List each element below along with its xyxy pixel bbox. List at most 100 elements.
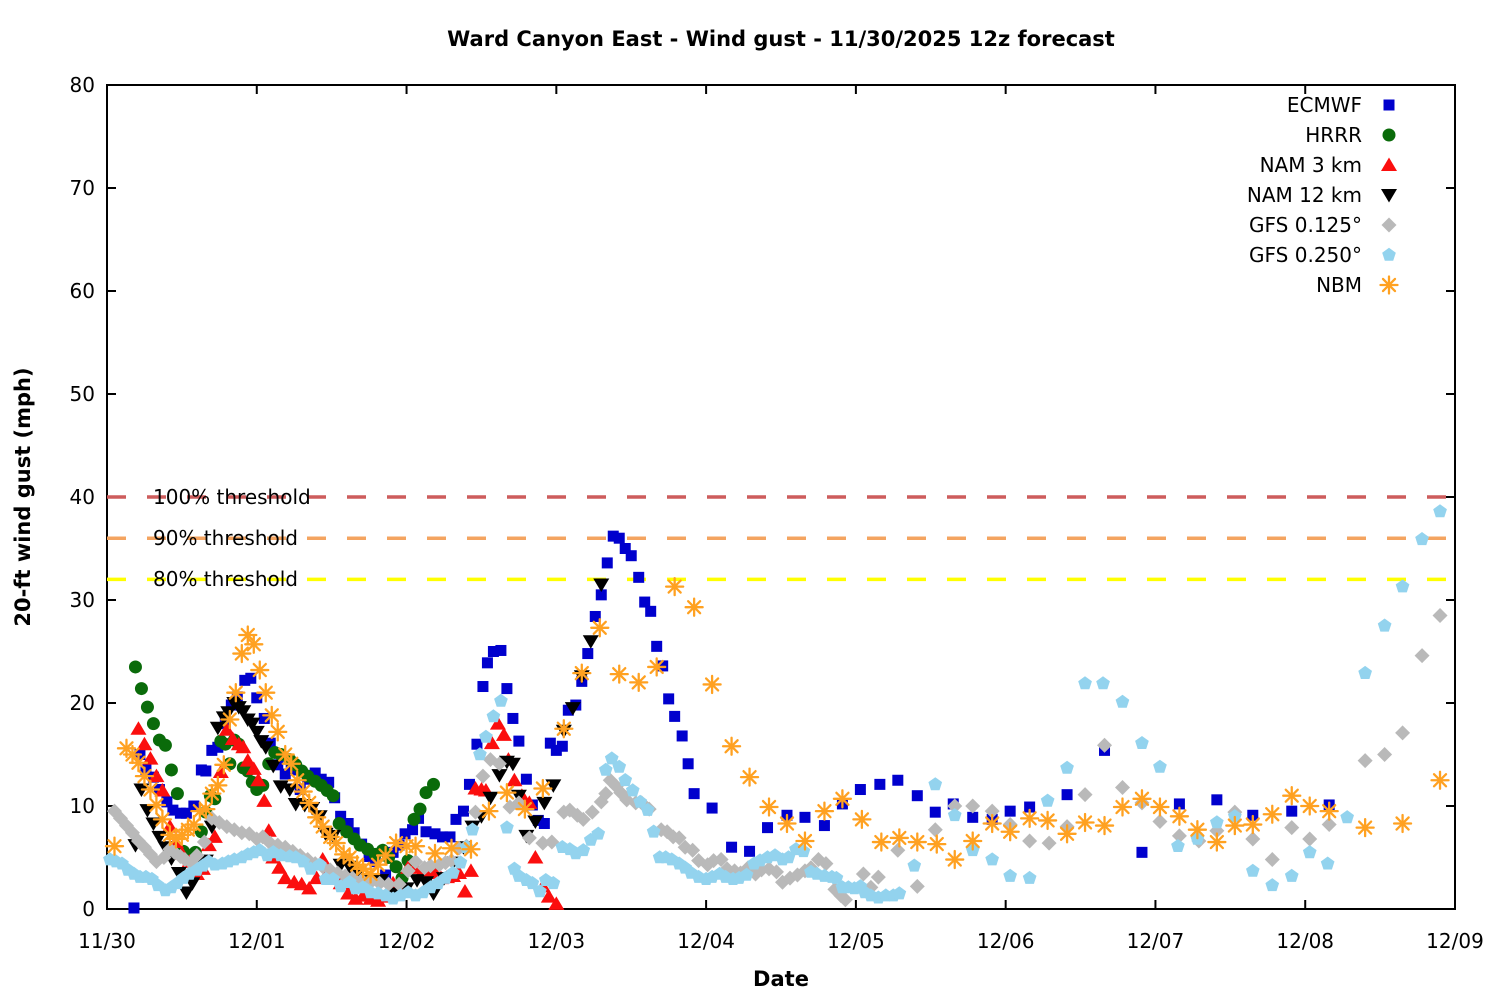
point xyxy=(152,809,173,830)
asterisk-spoke xyxy=(947,852,962,867)
asterisk-spoke xyxy=(649,659,664,675)
series-gfs-0-250- xyxy=(103,504,1447,905)
point xyxy=(494,693,508,707)
point xyxy=(154,783,171,797)
asterisk-spoke xyxy=(258,685,273,700)
asterisk-spoke xyxy=(704,677,720,692)
point xyxy=(1000,822,1020,842)
point xyxy=(613,532,625,544)
point xyxy=(479,801,499,821)
point xyxy=(818,856,834,872)
legend-label-nbm: NBM xyxy=(1316,273,1362,297)
point xyxy=(870,869,886,885)
point xyxy=(625,550,637,562)
asterisk-spoke xyxy=(1152,799,1168,815)
point xyxy=(471,738,483,750)
point xyxy=(507,712,519,724)
point xyxy=(136,736,153,751)
asterisk-spoke xyxy=(302,795,317,811)
y-tick-label: 30 xyxy=(70,588,95,612)
point xyxy=(293,781,313,802)
point xyxy=(400,863,416,879)
point xyxy=(1228,809,1242,823)
point xyxy=(769,864,785,880)
point xyxy=(1187,820,1208,840)
point xyxy=(257,741,274,755)
asterisk-spoke xyxy=(284,756,299,771)
x-tick-label: 12/03 xyxy=(528,929,586,953)
point xyxy=(535,835,551,851)
point xyxy=(1432,607,1448,623)
point xyxy=(301,880,318,895)
point xyxy=(985,852,999,866)
x-tick-label: 12/06 xyxy=(977,929,1035,953)
point xyxy=(104,836,125,856)
point xyxy=(148,768,165,783)
legend-label-ecmwf: ECMWF xyxy=(1287,93,1362,117)
point xyxy=(1037,810,1058,831)
point xyxy=(370,893,387,907)
point xyxy=(665,576,685,597)
point xyxy=(206,829,223,843)
asterisk-spoke xyxy=(761,799,777,815)
asterisk-spoke xyxy=(985,816,1000,831)
legend-label-nam3km: NAM 3 km xyxy=(1260,153,1362,177)
asterisk-spoke xyxy=(1190,822,1205,837)
asterisk-spoke xyxy=(328,835,344,851)
point xyxy=(491,756,507,772)
point xyxy=(463,778,475,790)
point xyxy=(564,702,581,716)
point xyxy=(1319,801,1339,821)
point xyxy=(465,822,480,836)
point xyxy=(489,716,506,730)
point xyxy=(275,744,295,765)
asterisk-spoke xyxy=(910,834,925,850)
point xyxy=(1040,793,1055,807)
point xyxy=(239,674,251,686)
point xyxy=(427,777,441,791)
point xyxy=(299,793,319,813)
point xyxy=(688,788,700,800)
point xyxy=(504,757,521,772)
point xyxy=(265,759,282,774)
threshold-label-90: 90% threshold xyxy=(153,526,298,550)
y-axis-title: 20-ft wind gust (mph) xyxy=(11,367,35,626)
asterisk-spoke xyxy=(965,833,980,849)
point xyxy=(200,765,212,777)
point xyxy=(582,635,599,649)
point xyxy=(196,799,216,819)
point xyxy=(429,828,441,840)
asterisk-spoke xyxy=(162,827,178,843)
asterisk-spoke xyxy=(779,816,795,831)
point xyxy=(1321,817,1337,833)
point xyxy=(408,854,424,870)
point xyxy=(461,839,481,859)
point xyxy=(572,663,592,683)
legend: ECMWF HRRR NAM 3 km NAM 12 km GFS 0.125°… xyxy=(1247,93,1399,297)
threshold-label-80: 80% threshold xyxy=(153,567,298,591)
point xyxy=(497,782,517,803)
asterisk-spoke xyxy=(929,836,944,852)
point xyxy=(1115,694,1130,708)
point xyxy=(226,683,246,703)
point xyxy=(963,831,983,851)
point xyxy=(706,802,718,814)
asterisk-spoke xyxy=(1265,807,1280,822)
point xyxy=(575,811,591,827)
point xyxy=(309,767,321,779)
point xyxy=(218,722,235,736)
asterisk-spoke xyxy=(198,801,214,817)
point xyxy=(500,820,514,834)
point xyxy=(262,705,282,726)
point xyxy=(312,857,327,871)
point xyxy=(1286,805,1298,817)
asterisk-spoke xyxy=(724,739,739,754)
asterisk-spoke xyxy=(290,773,305,788)
point xyxy=(1171,839,1185,852)
point xyxy=(1060,760,1074,774)
point xyxy=(1300,796,1320,816)
point xyxy=(1022,833,1038,849)
point xyxy=(633,794,648,808)
point xyxy=(437,831,449,843)
